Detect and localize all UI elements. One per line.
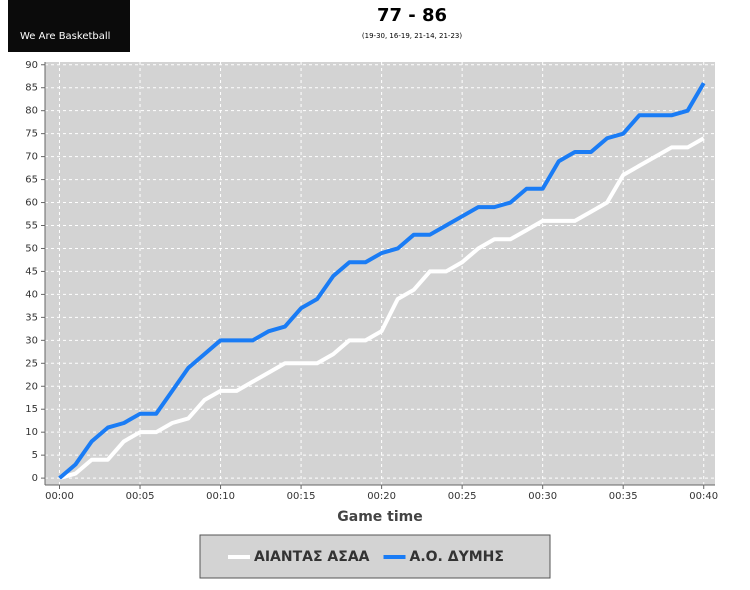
legend-label: Α.Ο. ΔΥΜΗΣ (410, 549, 504, 565)
y-tick-label: 85 (25, 83, 38, 94)
logo-box (8, 0, 130, 52)
y-tick-label: 5 (32, 450, 38, 461)
x-tick-label: 00:05 (126, 491, 155, 502)
y-tick-label: 45 (25, 266, 38, 277)
x-tick-label: 00:30 (528, 491, 557, 502)
y-tick-label: 35 (25, 312, 38, 323)
y-tick-label: 10 (25, 427, 38, 438)
chart-subtitle: (19-30, 16-19, 21-14, 21-23) (362, 32, 462, 40)
y-tick-label: 65 (25, 175, 38, 186)
x-axis-label: Game time (337, 509, 422, 525)
y-tick-label: 0 (32, 473, 38, 484)
x-tick-label: 00:10 (206, 491, 235, 502)
y-tick-label: 70 (25, 152, 38, 163)
x-tick-label: 00:25 (448, 491, 477, 502)
y-tick-label: 20 (25, 381, 38, 392)
series-line (58, 136, 705, 481)
y-tick-label: 75 (25, 129, 38, 140)
logo: We Are Basketball (20, 31, 110, 42)
legend (199, 534, 551, 579)
plot-area (45, 62, 715, 485)
y-tick-label: 55 (25, 221, 38, 232)
y-tick-label: 15 (25, 404, 38, 415)
y-tick-label: 90 (25, 60, 38, 71)
x-tick-label: 00:15 (287, 491, 316, 502)
x-tick-label: 00:00 (45, 491, 74, 502)
y-tick-label: 30 (25, 335, 38, 346)
y-tick-label: 50 (25, 243, 38, 254)
x-tick-label: 00:40 (689, 491, 718, 502)
x-tick-label: 00:35 (609, 491, 638, 502)
chart-title: 77 - 86 (377, 5, 447, 26)
y-tick-label: 40 (25, 289, 38, 300)
y-tick-label: 60 (25, 198, 38, 209)
x-tick-label: 00:20 (367, 491, 396, 502)
y-tick-label: 80 (25, 106, 38, 117)
y-tick-label: 25 (25, 358, 38, 369)
series-line (58, 82, 706, 480)
legend-label: ΑΙΑΝΤΑΣ ΑΣΑΑ (254, 549, 370, 565)
